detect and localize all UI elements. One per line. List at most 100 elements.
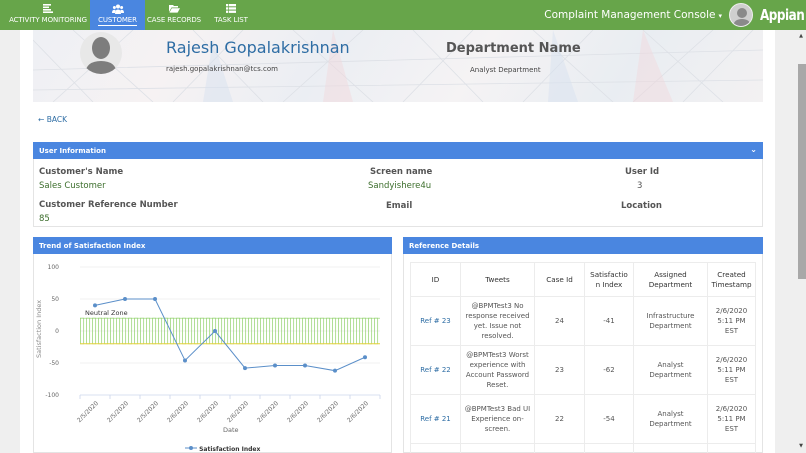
location-label: Location [621,201,662,211]
x-axis-label: Date [223,426,239,434]
table-header-row: ID Tweets Case Id Satisfactio n Index As… [410,262,756,297]
data-point[interactable] [333,368,337,373]
app-switcher-dropdown[interactable]: Complaint Management Console ▾ [544,9,722,21]
data-point[interactable] [213,329,217,333]
y-tick: -100 [45,392,59,399]
tweet-cell: @BPMTest3 No response received yet. Issu… [460,296,535,346]
neutral-zone-band [80,317,380,345]
table-row: Ref # 23 @BPMTest3 No response received … [410,296,756,346]
nav-customer[interactable]: CUSTOMER [90,0,145,30]
nav-label: CUSTOMER [98,16,137,26]
trend-chart-panel [33,254,392,453]
timestamp-cell: 2/6/2020 5:11 PM EST [707,296,756,346]
chart-plot [79,266,381,399]
ref-id-link[interactable]: Ref # 23 [410,296,461,346]
trend-panel-header: Trend of Satisfaction Index [33,237,392,254]
department-cell: Analyst Department [633,345,708,395]
tweet-cell: @BPMTest3 Worst experience with Account … [460,345,535,395]
col-header-created-timestamp[interactable]: Created Timestamp [707,262,756,297]
satisfaction-cell: -54 [584,443,634,453]
person-silhouette-icon [85,37,117,74]
nav-activity-monitoring[interactable]: ACTIVITY MONITORING [6,0,90,30]
trend-panel-title: Trend of Satisfaction Index [39,242,146,250]
y-tick: -50 [49,360,59,367]
data-point[interactable] [123,297,127,301]
user-info-title: User Information [39,147,106,155]
user-id-label: User Id [625,167,660,177]
caret-down-icon: ▾ [718,12,722,20]
satisfaction-chart: 100 50 0 -50 -100 Satisfaction Index Neu… [33,254,392,453]
case-id-cell: 24 [534,296,585,346]
reference-table: ID Tweets Case Id Satisfactio n Index As… [410,262,756,453]
tweet-cell: @BPMTest3 Bad UI Experience on-screen. [460,394,535,444]
case-id-cell: 23 [534,345,585,395]
back-link[interactable]: ← BACK [38,115,67,124]
page-scrollbar[interactable]: ▲ ▼ [796,30,806,453]
top-nav-bar: ACTIVITY MONITORING CUSTOMER CASE RECORD… [0,0,806,30]
col-header-satisfaction-index[interactable]: Satisfactio n Index [584,262,634,297]
users-icon [90,0,145,16]
data-point[interactable] [183,358,187,363]
col-header-assigned-department[interactable]: Assigned Department [633,262,708,297]
appian-logo: Appian [760,6,805,24]
data-point[interactable] [93,303,97,308]
data-point[interactable] [243,366,247,371]
ref-id-link[interactable]: Ref # 20 [410,443,461,453]
reference-panel-header: Reference Details [403,237,763,254]
back-label: BACK [46,115,67,124]
col-header-case-id[interactable]: Case Id [534,262,585,297]
department-cell: Analyst Department [633,394,708,444]
data-point[interactable] [303,363,307,368]
folder-open-icon [145,0,203,16]
reference-panel-title: Reference Details [409,242,480,250]
table-row: Ref # 21 @BPMTest3 Bad UI Experience on-… [410,394,756,444]
department-cell: Infrastructure Department [633,296,708,346]
y-tick: 50 [51,296,59,303]
user-info-header[interactable]: User Information ⌄ [33,142,763,159]
scroll-down-arrow-icon[interactable]: ▼ [799,443,803,449]
nav-case-records[interactable]: CASE RECORDS [145,0,203,30]
legend-label: Satisfaction Index [199,446,261,453]
scroll-up-arrow-icon[interactable]: ▲ [799,33,803,39]
data-point[interactable] [363,355,367,360]
y-tick: 0 [55,328,59,335]
table-row: Ref # 22 @BPMTest3 Worst experience with… [410,345,756,395]
nav-label: TASK LIST [214,16,248,24]
customer-full-name: Rajesh Gopalakrishnan [166,38,350,57]
nav-task-list[interactable]: TASK LIST [208,0,254,30]
col-header-id[interactable]: ID [410,262,461,297]
timestamp-cell: 2/6/2020 5:11 PM [707,443,756,453]
ref-id-link[interactable]: Ref # 21 [410,394,461,444]
timestamp-cell: 2/6/2020 5:11 PM EST [707,394,756,444]
chevron-down-icon[interactable]: ⌄ [750,145,757,154]
department-heading: Department Name [446,41,581,56]
satisfaction-cell: -54 [584,394,634,444]
screen-name-value: Sandyishere4u [368,181,432,191]
case-id-cell: 21 [534,443,585,453]
banner-texture [33,30,763,102]
customer-name-label: Customer's Name [39,167,124,177]
ref-number-label: Customer Reference Number [39,200,178,210]
app-title: Complaint Management Console [544,9,716,21]
y-tick: 100 [47,264,59,271]
user-avatar[interactable] [729,3,753,27]
department-cell: Analyst Department [633,443,708,453]
person-silhouette-icon [733,8,751,26]
task-list-icon [208,0,254,16]
customer-name-value: Sales Customer [39,181,106,191]
screen-name-label: Screen name [370,167,433,177]
y-axis-label: Satisfaction Index [35,299,43,358]
case-id-cell: 22 [534,394,585,444]
scrollbar-thumb[interactable] [798,64,806,279]
table-row: Ref # 20 @BPMTest3 Bad response on case … [410,443,756,453]
legend-marker-icon [185,446,197,450]
data-point[interactable] [273,363,277,368]
profile-photo [80,32,122,74]
data-point[interactable] [153,297,157,301]
chart-legend-item[interactable]: Satisfaction Index [185,445,260,453]
ref-id-link[interactable]: Ref # 22 [410,345,461,395]
email-label: Email [386,201,413,211]
satisfaction-cell: -62 [584,345,634,395]
user-info-body: Customer's Name Sales Customer Screen na… [33,159,763,227]
col-header-tweets[interactable]: Tweets [460,262,535,297]
